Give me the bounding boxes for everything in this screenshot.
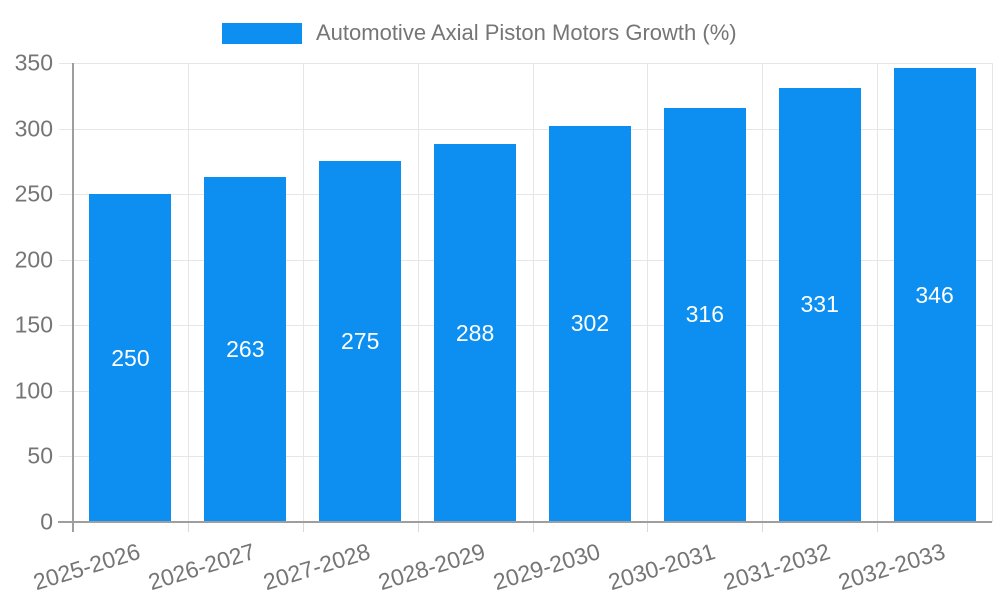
bar-value-label: 275 xyxy=(341,328,380,355)
gridline-vertical xyxy=(532,63,534,522)
x-axis-tick xyxy=(877,522,879,532)
y-axis-tick-label: 150 xyxy=(14,311,53,338)
legend-item[interactable]: Automotive Axial Piston Motors Growth (%… xyxy=(222,20,737,46)
bar[interactable]: 275 xyxy=(319,161,402,522)
y-axis-tick xyxy=(59,259,73,261)
y-axis-tick-label: 100 xyxy=(14,377,53,404)
y-axis-tick xyxy=(59,63,73,64)
y-axis-tick xyxy=(59,325,73,327)
bar-value-label: 302 xyxy=(570,310,610,337)
legend-swatch xyxy=(222,22,302,44)
y-axis-tick xyxy=(59,194,73,196)
x-axis-category-label: 2025-2026 xyxy=(30,538,144,596)
x-axis-tick xyxy=(647,522,649,532)
bar-value-label: 331 xyxy=(800,291,839,318)
bar[interactable]: 331 xyxy=(778,87,861,522)
x-axis-tick xyxy=(187,522,189,532)
x-axis-category-label: 2027-2028 xyxy=(260,538,374,596)
y-axis-tick xyxy=(59,390,73,392)
bar-value-label: 250 xyxy=(111,344,150,371)
x-axis-tick xyxy=(532,522,534,532)
y-axis-line xyxy=(72,63,74,532)
gridline-vertical xyxy=(992,63,993,522)
y-axis-tick-label: 350 xyxy=(14,49,53,76)
gridline-vertical xyxy=(302,63,304,522)
x-axis-category-label: 2026-2027 xyxy=(145,538,259,596)
bar[interactable]: 302 xyxy=(548,125,631,522)
gridline-vertical xyxy=(877,63,879,522)
x-axis-tick xyxy=(417,522,419,532)
bar[interactable]: 316 xyxy=(663,107,746,522)
y-axis-tick-label: 250 xyxy=(14,180,53,207)
y-axis-tick-label: 0 xyxy=(40,508,53,535)
gridline-vertical xyxy=(762,63,764,522)
x-axis-category-label: 2031-2032 xyxy=(719,538,833,596)
y-axis-tick-label: 50 xyxy=(27,442,53,469)
x-axis-category-label: 2030-2031 xyxy=(605,538,718,596)
x-axis-tick xyxy=(302,522,304,532)
y-axis-tick xyxy=(59,456,73,458)
x-axis-tick xyxy=(762,522,764,532)
bar-value-label: 288 xyxy=(455,319,495,346)
gridline-vertical xyxy=(187,63,189,522)
x-axis-category-label: 2029-2030 xyxy=(490,538,603,596)
bar-value-label: 346 xyxy=(915,281,954,308)
gridline-vertical xyxy=(417,63,419,522)
y-axis-tick-label: 300 xyxy=(14,115,53,142)
x-axis-line xyxy=(58,521,992,523)
bar[interactable]: 263 xyxy=(204,177,287,522)
bar[interactable]: 346 xyxy=(893,68,976,522)
gridline-vertical xyxy=(647,63,649,522)
bar[interactable]: 250 xyxy=(89,194,172,522)
bar-value-label: 316 xyxy=(685,301,724,328)
y-axis-tick-label: 200 xyxy=(14,246,53,273)
x-axis-category-label: 2032-2033 xyxy=(834,538,948,596)
bar-value-label: 263 xyxy=(226,336,265,363)
x-axis-category-label: 2028-2029 xyxy=(375,538,489,596)
plot-area: 0 50 100 150 200 250 300 350 250 263 275 288 302 316 3… xyxy=(15,51,993,595)
legend-label: Automotive Axial Piston Motors Growth (%… xyxy=(316,20,737,45)
bar[interactable]: 288 xyxy=(434,144,517,522)
y-axis-tick xyxy=(59,128,73,130)
